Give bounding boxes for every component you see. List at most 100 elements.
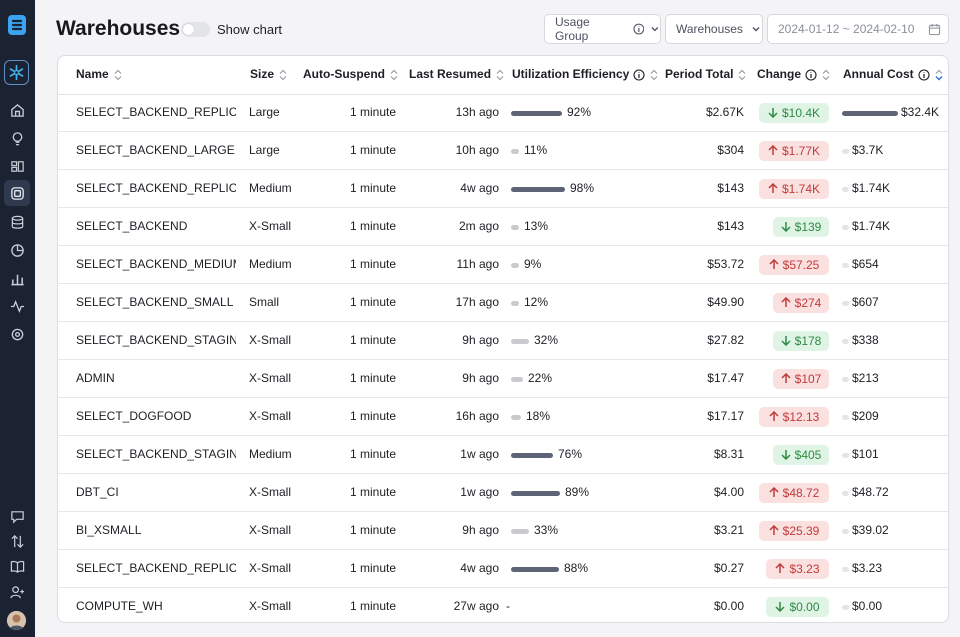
annual-cost-value: $3.7K [852, 143, 884, 157]
dashboard-icon[interactable] [7, 156, 27, 176]
sort-icon[interactable] [650, 69, 658, 81]
change-value: $139 [794, 220, 822, 234]
table-row[interactable]: DBT_CI X-Small 1 minute 1w ago 89% $4.00 $48.7… [58, 474, 948, 512]
warehouse-name[interactable]: SELECT_BACKEND_STAGING [76, 333, 236, 347]
warehouse-size: X-Small [249, 561, 292, 575]
annual-cost-bar [842, 301, 849, 306]
last-resumed-value: 4w ago [460, 181, 499, 195]
sort-icon-active[interactable] [935, 69, 943, 81]
auto-suspend-value: 1 minute [349, 523, 396, 537]
table-row[interactable]: SELECT_BACKEND_REPLICA... Medium 1 minute 4… [58, 170, 948, 208]
table-row[interactable]: SELECT_BACKEND_REPLICA... Large 1 minute 13… [58, 94, 948, 132]
change-badge: $139 [773, 217, 829, 237]
table-row[interactable]: SELECT_BACKEND_LARGE Large 1 minute 10h ago… [58, 132, 948, 170]
info-icon[interactable] [918, 69, 930, 81]
pie-chart-icon[interactable] [7, 240, 27, 260]
utilization-bar [511, 377, 523, 382]
warehouse-name[interactable]: SELECT_BACKEND_REPLICA... [76, 561, 236, 575]
chevron-down-icon [752, 27, 760, 32]
warehouse-name[interactable]: SELECT_BACKEND_REPLICA... [76, 181, 236, 195]
transfer-arrows-icon[interactable] [7, 531, 27, 551]
app-logo-icon[interactable] [7, 14, 27, 36]
last-resumed-value: 9h ago [462, 333, 499, 347]
arrow-up-icon [781, 296, 791, 307]
column-auto-suspend[interactable]: Auto-Suspend [303, 56, 398, 94]
utilization-value: 32% [534, 333, 559, 347]
warehouse-name[interactable]: SELECT_BACKEND_REPLICA... [76, 105, 236, 119]
change-badge: $178 [773, 331, 829, 351]
column-period-total[interactable]: Period Total [665, 56, 746, 94]
warehouse-name[interactable]: SELECT_BACKEND_STAGING... [76, 447, 236, 461]
info-icon[interactable] [633, 69, 645, 81]
table-row[interactable]: SELECT_BACKEND_STAGING X-Small 1 minute 9h … [58, 322, 948, 360]
utilization-value: 89% [565, 485, 590, 499]
warehouse-name[interactable]: SELECT_BACKEND_MEDIUM [76, 257, 236, 271]
last-resumed-value: 13h ago [455, 105, 499, 119]
sort-icon[interactable] [279, 69, 287, 81]
book-icon[interactable] [7, 556, 27, 576]
annual-cost-bar [842, 605, 849, 610]
sort-icon[interactable] [390, 69, 398, 81]
column-annual-cost[interactable]: Annual Cost [843, 56, 943, 94]
add-user-icon[interactable] [7, 582, 27, 602]
chevron-down-icon [651, 27, 659, 32]
table-row[interactable]: SELECT_BACKEND_SMALL Small 1 minute 17h ago… [58, 284, 948, 322]
change-badge: $0.00 [766, 597, 829, 617]
warehouse-name[interactable]: SELECT_DOGFOOD [76, 409, 192, 423]
sort-icon[interactable] [822, 69, 830, 81]
column-utilization-efficiency[interactable]: Utilization Efficiency [512, 56, 658, 94]
warehouse-name[interactable]: SELECT_BACKEND [76, 219, 188, 233]
table-row[interactable]: SELECT_BACKEND_REPLICA... X-Small 1 minute… [58, 550, 948, 588]
table-row[interactable]: SELECT_DOGFOOD X-Small 1 minute 16h ago 18% $… [58, 398, 948, 436]
column-last-resumed[interactable]: Last Resumed [409, 56, 504, 94]
warehouse-name[interactable]: ADMIN [76, 371, 115, 385]
warehouses-dropdown[interactable]: Warehouses [665, 14, 763, 44]
info-icon[interactable] [805, 69, 817, 81]
arrow-down-icon [775, 602, 786, 613]
warehouse-name[interactable]: DBT_CI [76, 485, 119, 499]
date-range-picker[interactable]: 2024-01-12 ~ 2024-02-10 [767, 14, 949, 44]
warehouse-name[interactable]: BI_XSMALL [76, 523, 142, 537]
utilization-bar [511, 301, 519, 306]
warehouse-name[interactable]: COMPUTE_WH [76, 599, 163, 613]
warehouse-size: X-Small [249, 333, 292, 347]
annual-cost-bar [842, 187, 849, 192]
chat-icon[interactable] [7, 506, 27, 526]
table-row[interactable]: COMPUTE_WH X-Small 1 minute 27w ago - $0.00 $0… [58, 588, 948, 622]
sort-icon[interactable] [114, 69, 122, 81]
database-icon[interactable] [7, 212, 27, 232]
warehouse-name[interactable]: SELECT_BACKEND_LARGE [76, 143, 235, 157]
table-row[interactable]: BI_XSMALL X-Small 1 minute 9h ago 33% $3.21 $2… [58, 512, 948, 550]
last-resumed-value: 9h ago [462, 371, 499, 385]
utilization-value: 11% [524, 143, 548, 157]
show-chart-toggle[interactable] [181, 22, 210, 37]
last-resumed-value: 2m ago [458, 219, 499, 233]
table-row[interactable]: SELECT_BACKEND X-Small 1 minute 2m ago 13% $1… [58, 208, 948, 246]
home-icon[interactable] [7, 100, 27, 120]
column-name[interactable]: Name [76, 56, 122, 94]
column-change[interactable]: Change [757, 56, 830, 94]
table-row[interactable]: ADMIN X-Small 1 minute 9h ago 22% $17.47 $107 $… [58, 360, 948, 398]
lightbulb-icon[interactable] [7, 128, 27, 148]
auto-suspend-value: 1 minute [349, 409, 396, 423]
warehouse-icon[interactable] [4, 180, 30, 206]
auto-suspend-value: 1 minute [349, 561, 396, 575]
utilization-bar [511, 567, 559, 572]
column-size[interactable]: Size [250, 56, 287, 94]
info-icon[interactable] [633, 23, 645, 35]
user-avatar[interactable] [7, 611, 26, 630]
sort-icon[interactable] [496, 69, 504, 81]
change-value: $274 [794, 296, 822, 310]
snowflake-account-icon[interactable] [4, 60, 29, 85]
activity-icon[interactable] [7, 296, 27, 316]
table-row[interactable]: SELECT_BACKEND_STAGING... Medium 1 minute 1… [58, 436, 948, 474]
bar-chart-icon[interactable] [7, 268, 27, 288]
change-badge: $12.13 [759, 407, 829, 427]
usage-group-dropdown[interactable]: Usage Group [544, 14, 661, 44]
table-header: Name Size Auto-Suspend Last Resumed Util… [58, 56, 948, 95]
utilization-bar [511, 149, 519, 154]
settings-gear-icon[interactable] [7, 324, 27, 344]
warehouse-name[interactable]: SELECT_BACKEND_SMALL [76, 295, 234, 309]
table-row[interactable]: SELECT_BACKEND_MEDIUM Medium 1 minute 11h a… [58, 246, 948, 284]
sort-icon[interactable] [738, 69, 746, 81]
